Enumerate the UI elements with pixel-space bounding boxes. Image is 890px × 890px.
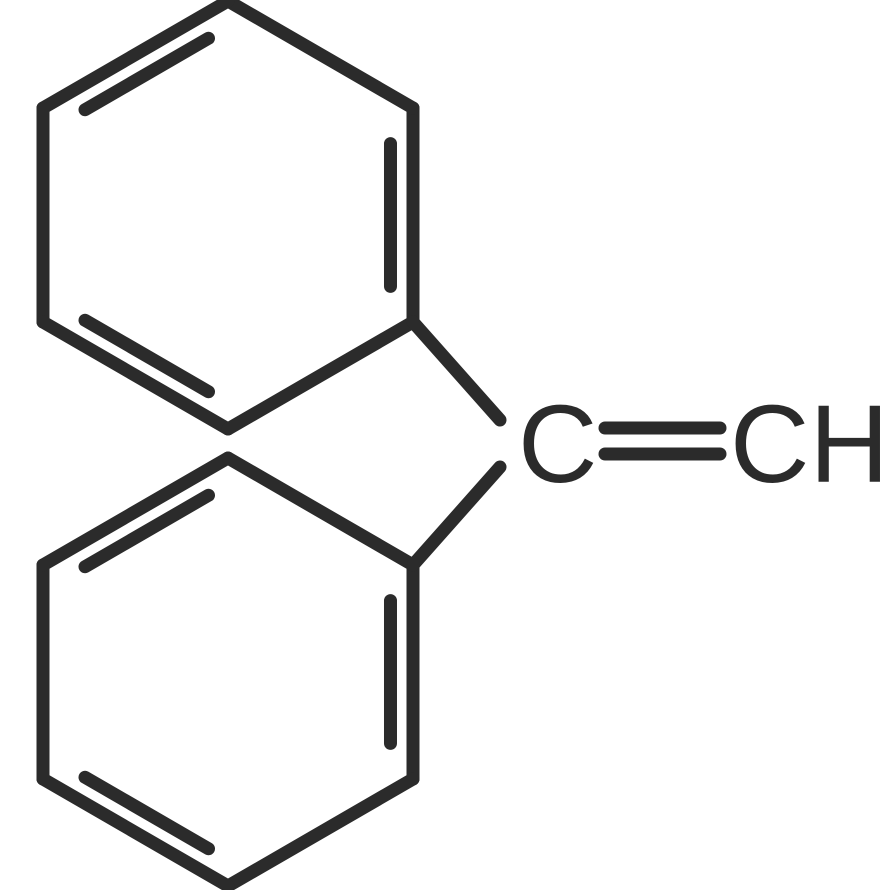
atom-c-central: C [518,383,597,506]
atom-ch2: CH2 [730,383,890,520]
molecule-diagram: C CH2 [0,0,890,890]
